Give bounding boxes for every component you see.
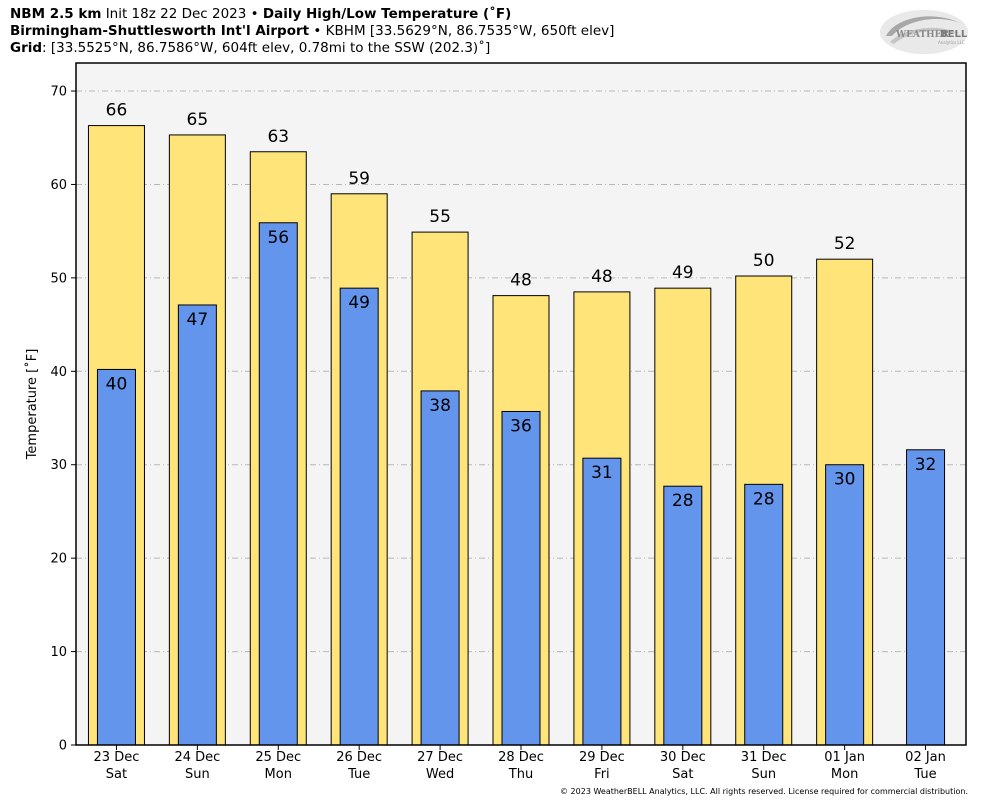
x-axis: 23 Dec Sat 24 Dec Sun 25 Dec Mon 26 Dec Tue 27 D… bbox=[94, 745, 946, 782]
x-tick-date: 31 Dec bbox=[741, 750, 787, 765]
grid-label: Grid bbox=[10, 40, 43, 56]
low-temp-bar bbox=[582, 457, 622, 746]
x-tick-day: Sat bbox=[672, 767, 693, 782]
x-tick-day: Mon bbox=[265, 767, 292, 782]
x-tick-day: Sun bbox=[751, 767, 776, 782]
separator: • bbox=[313, 23, 322, 39]
init-time: Init 18z 22 Dec 2023 bbox=[105, 6, 247, 22]
low-temp-bar bbox=[744, 483, 784, 746]
low-temp-label: 28 bbox=[672, 491, 694, 511]
high-temp-label: 65 bbox=[187, 110, 209, 130]
x-tick-date: 01 Jan bbox=[824, 750, 865, 765]
model-name: NBM 2.5 km bbox=[10, 6, 102, 22]
high-temp-label: 48 bbox=[591, 267, 613, 287]
y-tick-label: 20 bbox=[50, 552, 67, 567]
low-temp-bar bbox=[825, 464, 865, 746]
low-temp-bar bbox=[177, 304, 217, 746]
data-labels: 66 40 65 47 63 56 59 49 55 38 48 36 48 31 49 28 50 28 52 30… bbox=[106, 101, 937, 512]
x-tick-day: Mon bbox=[831, 767, 858, 782]
station-info: KBHM [33.5629°N, 86.7535°W, 650ft elev] bbox=[325, 23, 615, 39]
x-tick-date: 02 Jan bbox=[905, 750, 946, 765]
high-temp-label: 55 bbox=[429, 207, 451, 227]
grid-line: Grid: [33.5525°N, 86.7586°W, 604ft elev,… bbox=[10, 40, 490, 57]
low-temp-label: 47 bbox=[187, 310, 209, 330]
low-temp-label: 38 bbox=[429, 396, 451, 416]
x-tick-date: 26 Dec bbox=[336, 750, 382, 765]
x-tick-date: 27 Dec bbox=[417, 750, 463, 765]
x-tick-day: Sat bbox=[106, 767, 127, 782]
high-temp-label: 63 bbox=[267, 127, 289, 147]
product-name: Daily High/Low Temperature (˚F) bbox=[262, 6, 512, 22]
high-temp-label: 59 bbox=[348, 169, 370, 189]
high-temp-label: 48 bbox=[510, 271, 532, 291]
low-temp-bar bbox=[96, 368, 136, 746]
x-tick-date: 28 Dec bbox=[498, 750, 544, 765]
low-temp-bar bbox=[258, 222, 298, 746]
y-tick-label: 50 bbox=[50, 271, 67, 286]
logo-text-b: BELL bbox=[940, 29, 968, 40]
x-tick-day: Tue bbox=[913, 767, 936, 782]
low-temp-bar bbox=[501, 410, 541, 746]
high-temp-label: 50 bbox=[753, 251, 775, 271]
low-temp-label: 40 bbox=[106, 374, 128, 394]
y-tick-label: 0 bbox=[59, 739, 67, 754]
low-temp-bar bbox=[339, 287, 379, 746]
low-temp-label: 32 bbox=[915, 455, 937, 475]
y-tick-label: 30 bbox=[50, 458, 67, 473]
grid-info: : [33.5525°N, 86.7586°W, 604ft elev, 0.7… bbox=[42, 40, 491, 56]
high-temp-label: 49 bbox=[672, 263, 694, 283]
chart-title-line: NBM 2.5 km Init 18z 22 Dec 2023 • Daily … bbox=[10, 6, 511, 23]
low-temp-label: 56 bbox=[267, 228, 289, 248]
y-axis-label: Temperature [˚F] bbox=[24, 349, 40, 461]
y-tick-label: 70 bbox=[50, 85, 67, 100]
x-tick-day: Tue bbox=[347, 767, 370, 782]
logo-text-a: WEATHER bbox=[895, 30, 950, 40]
copyright-notice: © 2023 WeatherBELL Analytics, LLC. All r… bbox=[560, 787, 968, 796]
x-tick-date: 24 Dec bbox=[174, 750, 220, 765]
separator: • bbox=[250, 6, 259, 22]
x-tick-date: 25 Dec bbox=[255, 750, 301, 765]
low-temp-bar bbox=[663, 485, 703, 746]
low-temp-label: 31 bbox=[591, 463, 613, 483]
low-temp-label: 30 bbox=[834, 470, 856, 490]
low-temp-label: 28 bbox=[753, 489, 775, 509]
x-tick-day: Wed bbox=[426, 767, 454, 782]
y-tick-label: 10 bbox=[50, 645, 67, 660]
x-tick-date: 30 Dec bbox=[660, 750, 706, 765]
station-line: Birmingham-Shuttlesworth Int'l Airport •… bbox=[10, 23, 614, 40]
logo-small-text: Analytics LLC bbox=[938, 40, 965, 45]
bars bbox=[87, 125, 946, 746]
x-tick-day: Sun bbox=[185, 767, 210, 782]
weatherbell-logo: WEATHER BELL Analytics LLC bbox=[880, 10, 968, 54]
low-temp-label: 36 bbox=[510, 416, 532, 436]
x-tick-day: Fri bbox=[594, 767, 610, 782]
x-tick-date: 29 Dec bbox=[579, 750, 625, 765]
low-temp-bar bbox=[906, 449, 946, 746]
x-tick-day: Thu bbox=[508, 767, 533, 782]
x-tick-date: 23 Dec bbox=[94, 750, 140, 765]
y-tick-label: 40 bbox=[50, 365, 67, 380]
y-tick-label: 60 bbox=[50, 178, 67, 193]
high-temp-label: 66 bbox=[106, 101, 128, 121]
station-name: Birmingham-Shuttlesworth Int'l Airport bbox=[10, 23, 310, 39]
high-temp-label: 52 bbox=[834, 234, 856, 254]
low-temp-label: 49 bbox=[348, 293, 370, 313]
y-axis: 0 10 20 30 40 50 60 70 bbox=[50, 85, 76, 754]
low-temp-bar bbox=[420, 390, 460, 746]
